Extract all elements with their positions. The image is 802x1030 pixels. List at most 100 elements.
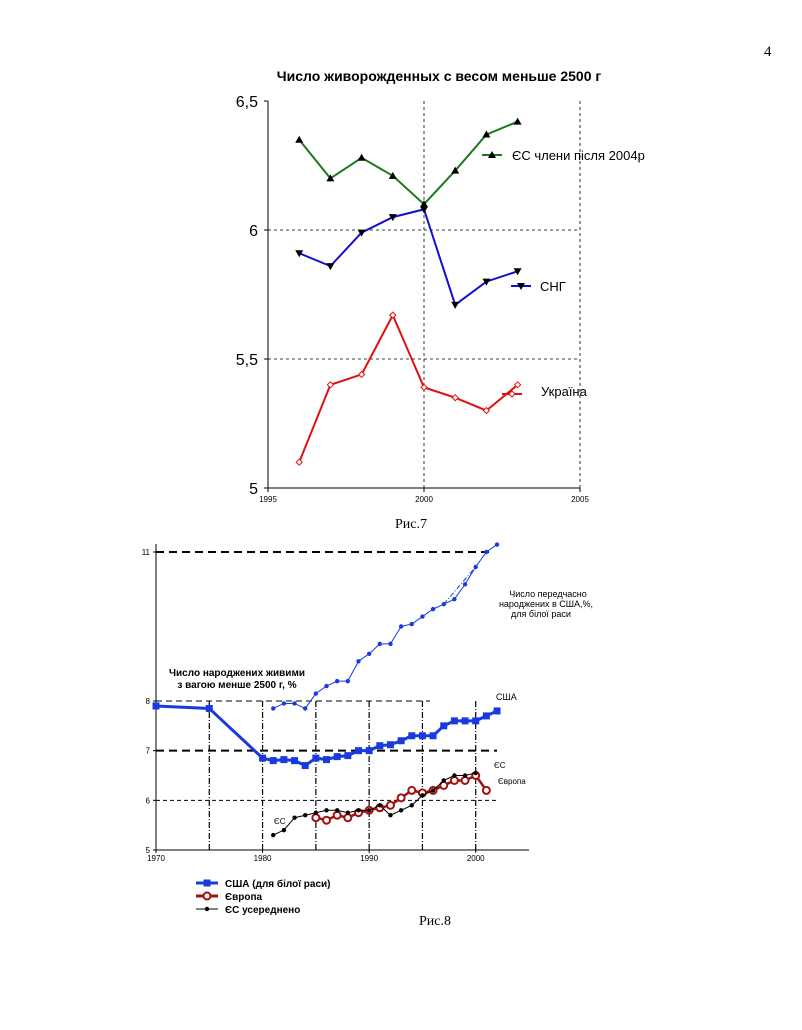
data-point: [334, 678, 340, 684]
legend-marker: [202, 891, 212, 901]
data-point: [366, 808, 372, 813]
data-point: [356, 659, 361, 664]
data-point: [408, 732, 416, 740]
data-point: [420, 383, 428, 392]
data-point: [376, 742, 384, 750]
data-point: [313, 691, 319, 696]
legend-label: Україна: [541, 384, 588, 399]
data-point: [429, 732, 437, 740]
data-point: [450, 717, 458, 725]
data-point: [313, 810, 319, 815]
series-label-europe: Європа: [498, 777, 526, 786]
data-point: [418, 732, 426, 740]
data-point: [295, 250, 304, 258]
data-point: [344, 752, 352, 760]
series-2: [271, 770, 478, 838]
data-point: [333, 753, 341, 761]
data-point: [462, 582, 468, 587]
data-point: [513, 381, 522, 389]
data-point: [420, 614, 425, 619]
chart-title-line1: Число народжених живими: [169, 668, 305, 679]
data-point: [332, 810, 342, 820]
data-point: [303, 813, 308, 818]
data-point: [440, 722, 448, 730]
series-label-eu-top: ЄС: [494, 761, 506, 770]
legend-label: ЄС усереднено: [225, 905, 300, 916]
data-point: [482, 278, 491, 286]
page-number: 4: [764, 44, 772, 60]
data-point: [460, 775, 470, 785]
data-point: [484, 549, 489, 555]
data-point: [259, 754, 267, 762]
data-point: [152, 702, 160, 710]
annotation-line3: для білої раси: [511, 609, 571, 619]
data-point: [388, 813, 393, 818]
data-point: [322, 815, 332, 825]
data-point: [326, 263, 335, 271]
data-point: [482, 406, 491, 415]
series-line: [298, 312, 519, 463]
data-point: [356, 808, 361, 813]
y-tick-label: 6,5: [236, 94, 258, 111]
series-0: [152, 702, 501, 770]
data-point: [461, 717, 469, 725]
data-point: [295, 458, 303, 466]
data-point: [357, 229, 366, 237]
data-point: [281, 701, 287, 706]
data-point: [271, 706, 276, 711]
data-point: [326, 381, 335, 389]
data-point: [389, 311, 397, 319]
y-tick-label: 5: [249, 481, 258, 498]
annotation-line1: Число передчасно: [509, 589, 587, 599]
data-point: [451, 393, 459, 402]
series-2: Україна: [295, 311, 588, 466]
data-point: [493, 707, 501, 715]
data-point: [452, 773, 457, 778]
data-point: [396, 793, 406, 803]
data-point: [462, 773, 468, 778]
chart-title-line2: з вагою менше 2500 г, %: [177, 680, 296, 691]
data-point: [430, 788, 436, 793]
data-point: [451, 301, 460, 309]
data-point: [343, 813, 353, 823]
series-label-eu-bottom: ЄС: [274, 817, 286, 826]
data-point: [345, 678, 351, 684]
legend-marker: [204, 906, 210, 912]
data-point: [420, 206, 428, 214]
legend-label: СНГ: [540, 279, 566, 294]
data-point: [366, 651, 372, 657]
data-point: [326, 174, 335, 182]
data-point: [482, 130, 491, 138]
series-0: ЄС члени після 2004р: [295, 117, 645, 208]
series-label-usa: США: [496, 692, 517, 702]
data-point: [449, 775, 459, 785]
data-point: [473, 770, 478, 776]
data-point: [481, 785, 491, 795]
data-point: [303, 706, 308, 711]
data-point: [409, 621, 414, 627]
series-line: [298, 208, 518, 307]
legend-label: ЄС члени після 2004р: [512, 148, 645, 163]
legend-item-2: ЄС усереднено: [196, 905, 300, 916]
y-tick-label: 5,5: [236, 352, 258, 369]
data-point: [291, 757, 299, 765]
data-point: [280, 756, 288, 764]
series-1: СНГ: [295, 206, 566, 309]
data-point: [323, 756, 331, 764]
data-point: [269, 757, 277, 765]
x-tick-label: 2000: [467, 854, 485, 863]
data-point: [388, 214, 397, 222]
series-extension: [443, 566, 477, 605]
data-point: [334, 808, 340, 813]
data-point: [324, 808, 329, 813]
data-point: [295, 135, 304, 143]
data-point: [388, 171, 397, 179]
data-point: [472, 717, 480, 725]
data-point: [386, 741, 394, 749]
data-point: [324, 683, 329, 689]
legend-marker: [517, 283, 525, 290]
data-point: [420, 793, 425, 798]
series-3: [271, 542, 500, 711]
legend-label: США (для білої раси): [225, 878, 331, 890]
